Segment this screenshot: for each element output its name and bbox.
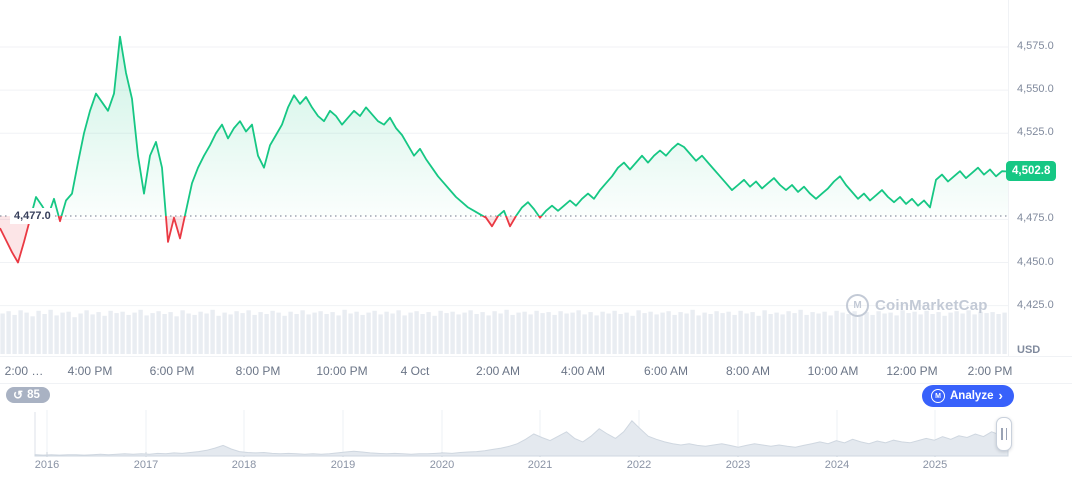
x-axis-label: 2:00 …	[4, 364, 44, 378]
y-axis-tick: 4,525.0	[1017, 126, 1054, 139]
year-label: 2021	[527, 459, 553, 471]
coinmarketcap-icon: M	[931, 389, 945, 403]
chevron-right-icon: ›	[998, 388, 1003, 403]
x-axis-label: 4:00 AM	[560, 364, 606, 378]
year-label: 2016	[34, 459, 60, 471]
range-drag-handle[interactable]	[996, 417, 1012, 451]
x-axis-label: 12:00 PM	[886, 364, 938, 378]
x-axis-label: 10:00 PM	[316, 364, 368, 378]
price-chart: 4,575.0 4,550.0 4,525.0 4,475.0 4,450.0 4,425…	[0, 0, 1057, 356]
currency-unit-label: USD	[1017, 344, 1041, 356]
y-axis-tick: 4,575.0	[1017, 40, 1054, 53]
chart-controls-row: ↺ 85 M Analyze ›	[0, 384, 1072, 410]
year-label: 2018	[231, 459, 257, 471]
year-label: 2024	[824, 459, 850, 471]
analyze-button[interactable]: M Analyze ›	[922, 385, 1014, 407]
x-axis-label: 6:00 AM	[643, 364, 689, 378]
y-axis-tick: 4,425.0	[1017, 298, 1054, 311]
watermark-brand-text: CoinMarketCap	[875, 297, 988, 314]
year-label: 2023	[725, 459, 751, 471]
year-axis: 2016 2017 2018 2019 2020 2021 2022 2023 2024 2025	[0, 456, 1072, 476]
year-label: 2019	[330, 459, 356, 471]
baseline-price-label: 4,477.0	[10, 208, 55, 224]
x-axis-label: 10:00 AM	[807, 364, 859, 378]
analyze-button-label: Analyze	[950, 390, 994, 402]
coinmarketcap-watermark: M CoinMarketCap	[846, 294, 988, 317]
year-label: 2017	[133, 459, 159, 471]
watchers-count-badge[interactable]: ↺ 85	[6, 387, 50, 403]
watchers-count: 85	[27, 389, 40, 401]
year-label: 2025	[922, 459, 948, 471]
y-axis-tick: 4,450.0	[1017, 255, 1054, 268]
y-axis-tick: 4,475.0	[1017, 212, 1054, 225]
handle-grip-line	[1005, 428, 1007, 440]
date-range-selector: 2016 2017 2018 2019 2020 2021 2022 2023 2024 2025	[0, 410, 1072, 477]
x-axis-label: 6:00 PM	[149, 364, 195, 378]
history-clock-icon: ↺	[13, 388, 24, 402]
coinmarketcap-logo-icon: M	[846, 294, 869, 317]
x-axis-label: 8:00 AM	[725, 364, 771, 378]
x-axis-label: 4:00 PM	[67, 364, 113, 378]
history-range-chart[interactable]	[0, 410, 1072, 458]
x-axis-label: 2:00 PM	[967, 364, 1013, 378]
x-axis-label: 4 Oct	[400, 364, 430, 378]
handle-grip-line	[1001, 428, 1003, 440]
current-price-badge: 4,502.8	[1006, 160, 1057, 182]
x-axis-label: 8:00 PM	[235, 364, 281, 378]
price-line-chart[interactable]	[0, 0, 1008, 356]
x-axis: 2:00 … 4:00 PM 6:00 PM 8:00 PM 10:00 PM 4 Oct…	[0, 356, 1072, 384]
x-axis-label: 2:00 AM	[475, 364, 521, 378]
y-axis-tick: 4,550.0	[1017, 83, 1054, 96]
year-label: 2022	[626, 459, 652, 471]
year-label: 2020	[429, 459, 455, 471]
